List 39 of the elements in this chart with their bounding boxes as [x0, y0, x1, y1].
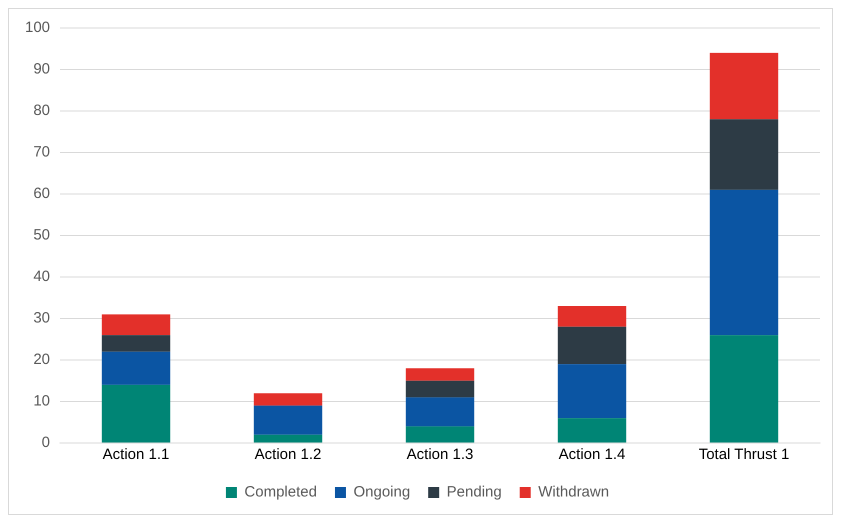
x-tick-label: Action 1.2 [254, 446, 322, 464]
bar [558, 306, 626, 327]
legend-label: Ongoing [353, 484, 410, 501]
bar [558, 364, 626, 418]
y-tick-label: 40 [33, 268, 50, 286]
bar [406, 426, 474, 442]
bar [406, 368, 474, 381]
legend-label: Withdrawn [538, 484, 610, 501]
bar [102, 335, 170, 352]
y-tick-label: 80 [33, 102, 50, 120]
bar [406, 380, 474, 398]
bar [102, 384, 170, 442]
y-tick-label: 30 [33, 310, 50, 327]
bar [102, 314, 170, 336]
bar [558, 326, 626, 364]
legend-label: Pending [446, 484, 502, 501]
y-tick-label: 0 [42, 434, 50, 452]
legend-label: Completed [244, 484, 317, 501]
bar [254, 434, 322, 442]
bar [710, 190, 778, 336]
y-tick-label: 100 [24, 19, 50, 36]
bar [406, 397, 474, 426]
bar [254, 406, 322, 435]
bar [710, 119, 778, 190]
x-tick-label: Action 1.1 [102, 446, 170, 464]
y-tick-label: 10 [33, 392, 50, 410]
x-tick-label: Action 1.3 [406, 446, 474, 464]
bar [254, 393, 322, 406]
y-tick-label: 20 [33, 351, 50, 368]
bar [102, 352, 170, 385]
x-tick-label: Action 1.4 [558, 446, 626, 464]
bar [710, 52, 778, 120]
y-tick-label: 70 [33, 144, 50, 161]
y-tick-label: 50 [33, 226, 50, 244]
x-tick-label: Total Thrust 1 [698, 446, 790, 464]
bar [558, 418, 626, 442]
y-tick-label: 90 [33, 60, 50, 78]
y-tick-label: 60 [33, 185, 50, 202]
bar [710, 335, 778, 442]
